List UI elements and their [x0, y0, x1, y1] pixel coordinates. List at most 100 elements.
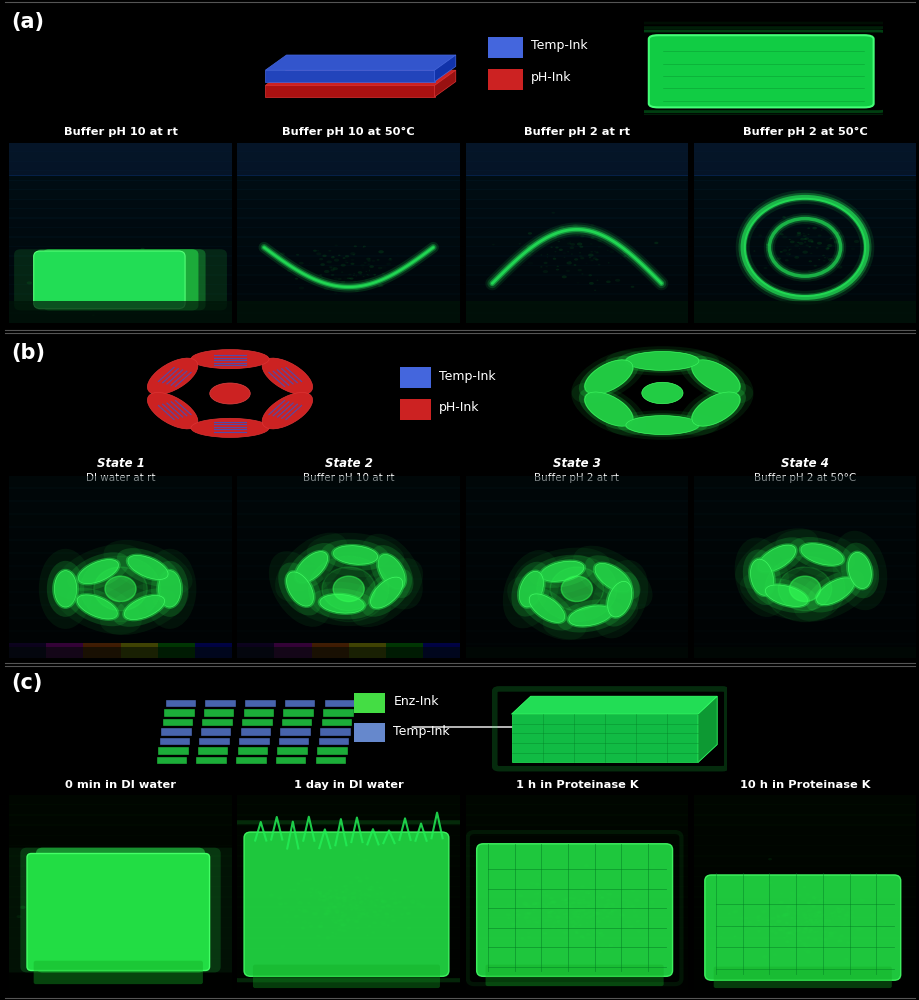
Ellipse shape [599, 572, 639, 627]
Bar [693, 937, 915, 949]
FancyBboxPatch shape [322, 719, 352, 726]
Ellipse shape [52, 569, 79, 609]
Ellipse shape [577, 913, 580, 915]
Ellipse shape [653, 242, 658, 244]
Bar [237, 917, 460, 928]
Ellipse shape [753, 250, 754, 252]
Bar [693, 227, 915, 238]
Ellipse shape [561, 900, 562, 901]
Ellipse shape [590, 251, 593, 253]
Ellipse shape [811, 896, 815, 899]
Ellipse shape [130, 282, 135, 285]
Ellipse shape [547, 911, 551, 914]
Ellipse shape [197, 896, 200, 899]
Ellipse shape [845, 942, 849, 944]
Ellipse shape [101, 915, 105, 917]
Ellipse shape [812, 931, 816, 933]
Ellipse shape [776, 257, 780, 260]
Ellipse shape [17, 915, 21, 918]
Ellipse shape [85, 283, 86, 285]
Ellipse shape [262, 358, 312, 395]
Ellipse shape [598, 894, 601, 896]
Ellipse shape [514, 548, 609, 595]
Bar [693, 958, 915, 969]
Ellipse shape [357, 877, 360, 880]
Ellipse shape [308, 922, 310, 924]
Ellipse shape [580, 885, 584, 888]
Text: Buffer pH 10 at rt: Buffer pH 10 at rt [63, 127, 177, 137]
Ellipse shape [564, 899, 567, 901]
Ellipse shape [575, 916, 579, 918]
Ellipse shape [296, 887, 298, 888]
Ellipse shape [355, 290, 358, 292]
Ellipse shape [381, 273, 384, 275]
Ellipse shape [87, 933, 92, 936]
Bar [465, 630, 687, 645]
Ellipse shape [518, 571, 543, 607]
Ellipse shape [577, 269, 581, 271]
Ellipse shape [776, 916, 779, 918]
Ellipse shape [125, 886, 130, 889]
Ellipse shape [798, 542, 845, 567]
Ellipse shape [825, 903, 829, 905]
Ellipse shape [376, 259, 380, 261]
FancyBboxPatch shape [34, 251, 185, 309]
Ellipse shape [626, 901, 631, 905]
Ellipse shape [777, 929, 781, 931]
Bar [237, 617, 460, 632]
Ellipse shape [70, 262, 74, 264]
Ellipse shape [340, 924, 345, 927]
Ellipse shape [782, 249, 787, 252]
Ellipse shape [790, 917, 792, 919]
Ellipse shape [367, 895, 370, 897]
FancyBboxPatch shape [281, 719, 312, 726]
Ellipse shape [331, 284, 336, 288]
Ellipse shape [330, 895, 335, 898]
Ellipse shape [322, 895, 326, 897]
Ellipse shape [340, 923, 346, 926]
Ellipse shape [853, 240, 858, 243]
Ellipse shape [152, 289, 155, 291]
Ellipse shape [67, 552, 130, 591]
Ellipse shape [334, 259, 339, 262]
Ellipse shape [588, 257, 591, 258]
FancyBboxPatch shape [318, 738, 349, 745]
Bar [693, 284, 915, 295]
Ellipse shape [298, 909, 300, 911]
Ellipse shape [116, 909, 119, 911]
Ellipse shape [380, 898, 383, 900]
Ellipse shape [358, 903, 360, 904]
Ellipse shape [542, 592, 638, 640]
Ellipse shape [278, 903, 283, 905]
Ellipse shape [802, 235, 806, 237]
Ellipse shape [762, 955, 766, 958]
Ellipse shape [87, 926, 88, 927]
Ellipse shape [357, 880, 361, 882]
Ellipse shape [117, 274, 122, 277]
Ellipse shape [357, 271, 362, 274]
Ellipse shape [565, 906, 570, 909]
Ellipse shape [345, 908, 346, 909]
Bar [9, 783, 232, 795]
Ellipse shape [283, 914, 288, 917]
Ellipse shape [324, 898, 329, 900]
Ellipse shape [312, 250, 316, 252]
Ellipse shape [555, 916, 560, 919]
Bar [465, 303, 687, 314]
Ellipse shape [275, 533, 347, 602]
Ellipse shape [619, 258, 621, 259]
Ellipse shape [816, 911, 821, 914]
FancyBboxPatch shape [34, 961, 203, 984]
Ellipse shape [92, 315, 95, 316]
Ellipse shape [535, 907, 538, 909]
Ellipse shape [810, 921, 813, 923]
Bar [465, 500, 687, 515]
Bar [237, 906, 460, 918]
Ellipse shape [98, 265, 100, 266]
Ellipse shape [801, 931, 805, 934]
Ellipse shape [788, 250, 789, 251]
FancyBboxPatch shape [196, 757, 227, 764]
Bar [693, 170, 915, 181]
Ellipse shape [127, 928, 129, 929]
Bar [693, 293, 915, 304]
